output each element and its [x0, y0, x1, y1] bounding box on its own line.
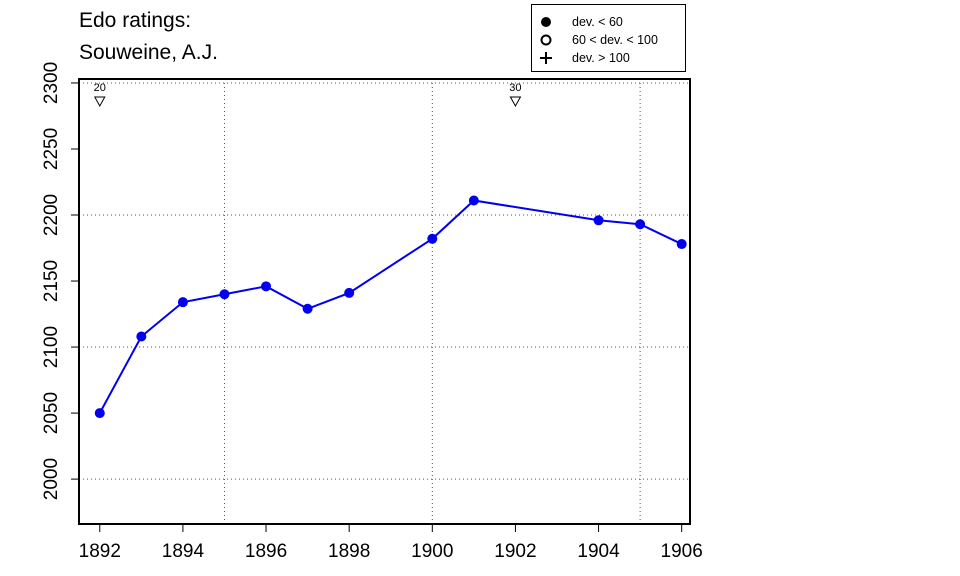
- down-triangle-icon: [93, 96, 106, 108]
- data-point: [635, 219, 646, 230]
- x-tick-label: 1906: [661, 541, 703, 562]
- data-point: [427, 233, 438, 244]
- series-line: [98, 199, 683, 414]
- legend-item-dev-60-100: 60 < dev. < 100: [532, 31, 685, 49]
- chart-title-line1: Edo ratings:: [79, 9, 192, 32]
- y-tick-label: 2250: [41, 128, 62, 170]
- legend-item-dev-gt-100: dev. > 100: [532, 49, 685, 67]
- x-tick-label: 1898: [328, 541, 370, 562]
- x-tick-label: 1894: [162, 541, 205, 562]
- filled-circle-icon: [541, 17, 551, 27]
- plus-icon: [540, 52, 552, 64]
- down-triangle-icon: [509, 96, 522, 108]
- data-point: [344, 287, 355, 298]
- x-tick-label: 1902: [494, 541, 536, 562]
- series-line-path: [98, 199, 683, 414]
- data-point: [676, 239, 687, 250]
- x-tick-label: 1904: [577, 541, 620, 562]
- y-tick-label: 2100: [41, 326, 62, 368]
- legend-label: 60 < dev. < 100: [572, 33, 658, 47]
- y-tick-label: 2150: [41, 260, 62, 302]
- y-tick-label: 2300: [41, 62, 62, 104]
- y-tick-label: 2050: [41, 392, 62, 434]
- data-point: [219, 289, 230, 300]
- annotations: 20 30: [93, 82, 522, 108]
- x-axis: 1892 1894 1896 1898 1900 1902 1904 1906: [79, 524, 703, 562]
- legend-label: dev. > 100: [572, 51, 630, 65]
- legend-item-dev-lt-60: dev. < 60: [532, 13, 685, 31]
- plot-frame: [78, 78, 691, 525]
- x-tick-label: 1892: [79, 541, 121, 562]
- series-points: [94, 195, 687, 419]
- y-tick-label: 2200: [41, 194, 62, 236]
- x-tick-label: 1900: [411, 541, 453, 562]
- y-axis: 2000 2050 2100 2150 2200 2250 2300: [41, 62, 79, 500]
- y-tick-label: 2000: [41, 458, 62, 500]
- legend: dev. < 60 60 < dev. < 100 dev. > 100: [531, 4, 686, 72]
- data-point: [302, 303, 313, 314]
- annotation-label: 30: [509, 82, 521, 94]
- data-point: [261, 281, 272, 292]
- data-point: [468, 195, 479, 206]
- data-point: [177, 297, 188, 308]
- grid-lines: [79, 79, 690, 524]
- data-point: [136, 331, 147, 342]
- annotation-label: 20: [94, 82, 106, 94]
- open-circle-icon: [540, 34, 552, 46]
- data-point: [94, 408, 105, 419]
- legend-label: dev. < 60: [572, 15, 623, 29]
- chart-title-line2: Souweine, A.J.: [79, 41, 218, 64]
- data-point: [593, 215, 604, 226]
- x-tick-label: 1896: [245, 541, 287, 562]
